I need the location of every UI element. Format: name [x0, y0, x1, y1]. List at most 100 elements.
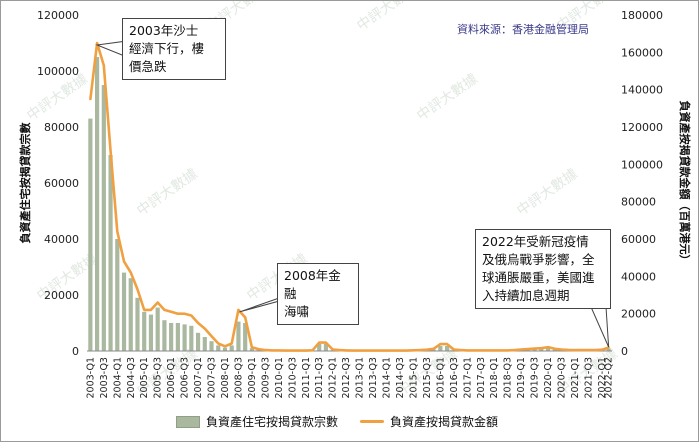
x-tick: 2016-Q3	[449, 357, 460, 398]
bar	[249, 348, 254, 351]
y-tick-right: 20000	[621, 308, 656, 321]
bar	[222, 347, 228, 351]
x-tick: 2009-Q1	[247, 357, 258, 398]
y-tick-right: 120000	[621, 121, 663, 134]
x-tick: 2012-Q3	[341, 357, 352, 398]
y-tick-right: 100000	[621, 158, 663, 171]
x-tick: 2022-Q1	[597, 357, 608, 398]
bar	[438, 345, 443, 351]
bar	[135, 297, 140, 351]
x-tick: 2019-Q1	[516, 357, 527, 398]
x-tick: 2006-Q1	[166, 357, 177, 398]
callout-covid-line-3: 球通脹嚴重，美國進	[482, 270, 595, 285]
legend-label-line: 負資產按揭貸款金額	[390, 415, 499, 429]
y-tick-right: 80000	[621, 196, 656, 209]
x-tick: 2005-Q1	[139, 357, 150, 398]
x-tick: 2004-Q1	[112, 357, 123, 398]
y-axis-right-title: 負資產按揭貸款金額（百萬港元）	[678, 101, 692, 266]
line-series	[89, 41, 610, 352]
bar	[445, 345, 450, 351]
x-tick: 2007-Q3	[207, 357, 218, 398]
bar	[431, 349, 436, 351]
watermark-text: 中評大數據	[514, 166, 581, 219]
legend-label-bars: 負資產住宅按揭貸款宗數	[206, 415, 339, 429]
callout-sars-line-2: 經濟下行，樓	[129, 41, 205, 56]
x-tick: 2007-Q1	[193, 357, 204, 398]
bar	[95, 57, 100, 351]
bar	[121, 272, 127, 351]
y-tick-left: 80000	[44, 121, 79, 134]
x-tick: 2022-Q2	[604, 357, 615, 398]
x-tick: 2021-Q1	[570, 357, 581, 398]
x-tick: 2020-Q1	[543, 357, 554, 398]
x-tick: 2020-Q3	[557, 357, 568, 398]
legend-item-line: 負資產按揭貸款金額	[360, 413, 498, 430]
x-tick: 2003-Q1	[85, 357, 96, 398]
series-line	[89, 41, 610, 352]
legend-item-bars: 負資產住宅按揭貸款宗數	[176, 413, 338, 430]
y-tick-right: 160000	[621, 46, 663, 59]
callout-sars-line-3: 價急跌	[129, 59, 167, 74]
y-tick-left: 20000	[44, 289, 79, 302]
x-tick: 2015-Q1	[408, 357, 419, 398]
watermark-text: 中評大數據	[414, 71, 481, 124]
bar	[216, 345, 221, 351]
y-tick-right: 140000	[621, 84, 663, 97]
y-tick-left: 0	[72, 345, 79, 358]
x-ticks: 2003-Q1 2003-Q3 2004-Q1 2004-Q3 2005-Q1 2005-…	[85, 357, 614, 398]
x-tick: 2019-Q3	[530, 357, 541, 398]
x-tick: 2008-Q1	[220, 357, 231, 398]
y-tick-right: 60000	[621, 233, 656, 246]
bar	[545, 347, 551, 351]
bar	[195, 332, 201, 351]
bar	[128, 278, 133, 351]
watermark-text: 中評大數據	[134, 166, 201, 219]
callout-gfc: 2008年金融 海嘯	[277, 263, 359, 325]
x-tick: 2011-Q1	[301, 357, 312, 398]
y-ticks-left: 0 20000 40000 60000 80000 100000 120000	[37, 9, 79, 358]
pointer-covid	[590, 306, 610, 348]
x-tick: 2003-Q3	[99, 357, 110, 398]
x-tick: 2010-Q3	[287, 357, 298, 398]
callout-sars: 2003年沙士 經濟下行，樓 價急跌	[122, 18, 226, 80]
callout-sars-line-1: 2003年沙士	[129, 23, 199, 38]
bar	[155, 307, 160, 351]
x-tick: 2016-Q1	[435, 357, 446, 398]
bar	[189, 325, 194, 351]
legend-swatch-bars	[176, 415, 200, 428]
bar	[552, 349, 557, 351]
callout-gfc-line-1: 2008年金融	[284, 268, 341, 301]
bar	[539, 348, 544, 351]
x-tick: 2021-Q3	[583, 357, 594, 398]
x-tick: 2013-Q3	[368, 357, 379, 398]
legend: 負資產住宅按揭貸款宗數 負資產按揭貸款金額	[176, 413, 498, 430]
callout-gfc-line-2: 海嘯	[284, 304, 310, 319]
bar	[229, 345, 234, 351]
y-tick-left: 60000	[44, 177, 79, 190]
bar	[169, 323, 174, 351]
y-tick-right: 40000	[621, 270, 656, 283]
x-tick: 2014-Q3	[395, 357, 406, 398]
x-tick: 2018-Q3	[503, 357, 514, 398]
y-axis-left-title: 負資產住宅按揭貸款宗數	[18, 123, 32, 244]
y-tick-right: 180000	[621, 9, 663, 22]
x-tick: 2004-Q3	[126, 357, 137, 398]
bar	[209, 341, 214, 351]
bar	[175, 323, 180, 351]
y-tick-left: 100000	[37, 65, 79, 78]
legend-swatch-line	[360, 420, 385, 423]
y-ticks-right: 0 20000 40000 60000 80000 100000 120000 140000 1…	[621, 9, 663, 358]
y-tick-left: 120000	[37, 9, 79, 22]
x-tick: 2010-Q1	[274, 357, 285, 398]
bar-series	[88, 57, 611, 351]
watermark-text: 中評大數據	[24, 71, 91, 124]
y-tick-left: 40000	[44, 233, 79, 246]
callout-covid-line-1: 2022年受新冠疫情	[482, 234, 589, 249]
x-tick: 2014-Q1	[382, 357, 393, 398]
bar	[236, 321, 241, 351]
x-tick: 2009-Q3	[260, 357, 271, 398]
bar	[162, 320, 167, 351]
x-tick: 2017-Q1	[462, 357, 473, 398]
bar	[606, 348, 611, 351]
